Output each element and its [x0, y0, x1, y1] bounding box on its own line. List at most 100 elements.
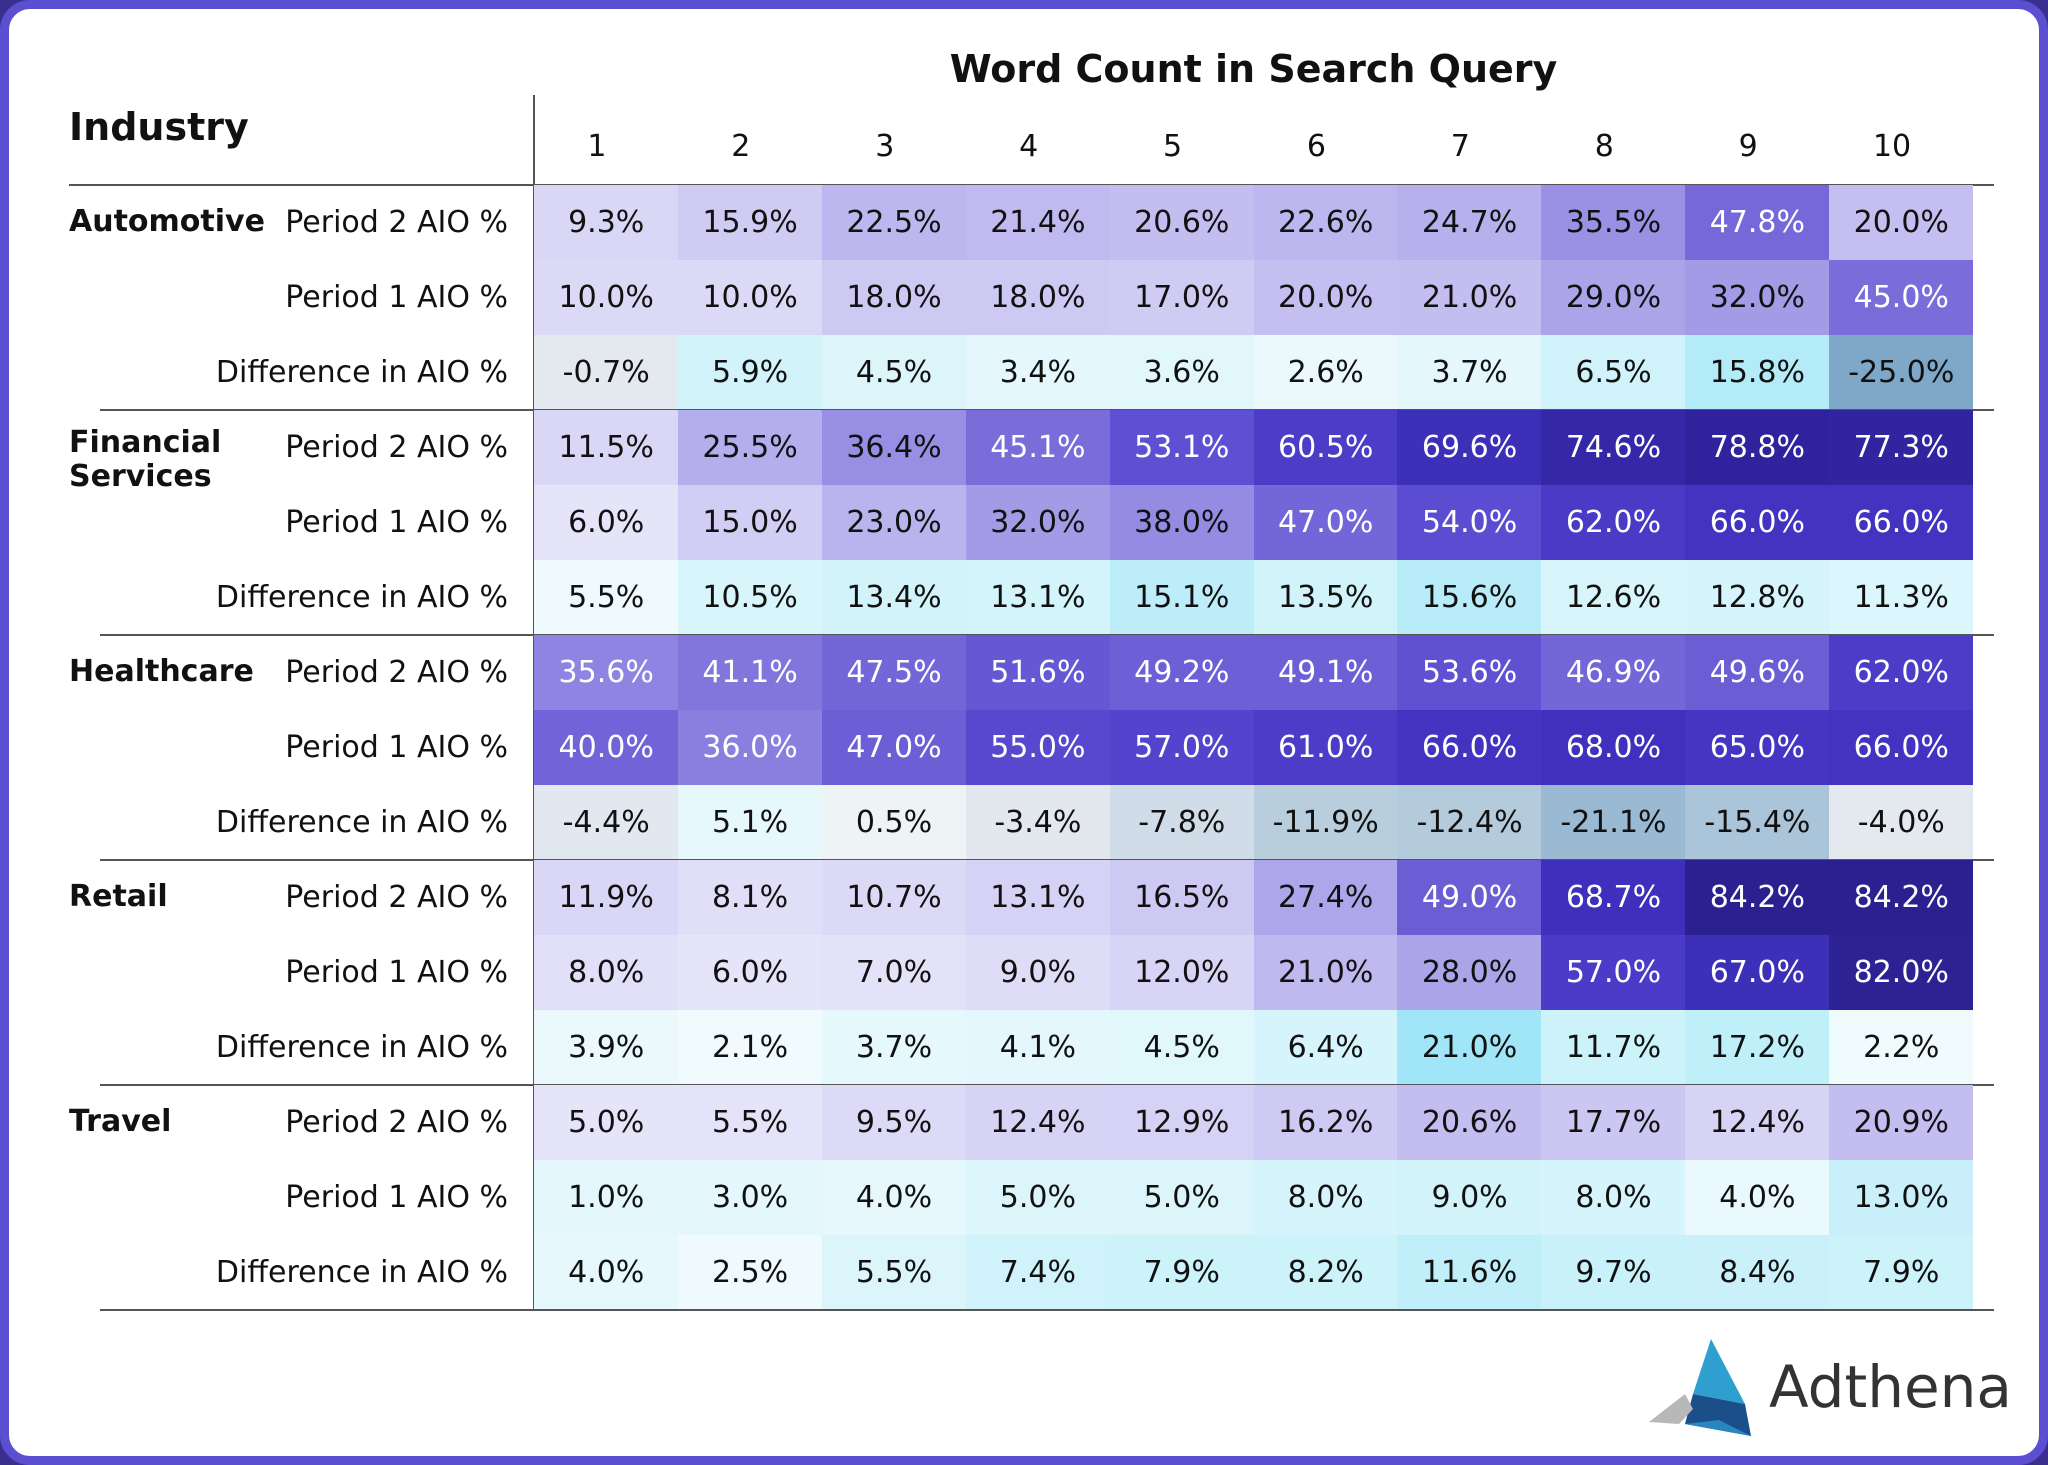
cell: 3.7% — [821, 1010, 967, 1085]
column-header: 6 — [1306, 128, 1326, 164]
column-header: 10 — [1872, 128, 1912, 164]
cell: 12.0% — [1109, 935, 1254, 1010]
cell: -4.4% — [534, 785, 679, 860]
cell: 82.0% — [1829, 935, 1974, 1010]
cell: -11.9% — [1253, 785, 1398, 860]
cell: 27.4% — [1253, 860, 1398, 935]
cell: 11.7% — [1541, 1010, 1686, 1085]
cell: 23.0% — [821, 485, 967, 560]
cell: 36.4% — [821, 410, 967, 485]
cell: 45.1% — [965, 410, 1111, 485]
cell: 5.0% — [534, 1085, 679, 1160]
cell: 15.8% — [1685, 335, 1830, 410]
cell: -15.4% — [1685, 785, 1830, 860]
cell: 29.0% — [1541, 260, 1686, 335]
cell: 11.9% — [534, 860, 679, 935]
cell: 47.5% — [821, 635, 967, 710]
column-header: 7 — [1450, 128, 1470, 164]
cell: 17.7% — [1541, 1085, 1686, 1160]
row-label: Difference in AIO % — [215, 580, 508, 615]
logo-shape — [1693, 1339, 1745, 1404]
cell: 54.0% — [1397, 485, 1542, 560]
industry-label: Travel — [69, 1104, 172, 1139]
row-label: Difference in AIO % — [215, 355, 508, 390]
cell: 17.0% — [1109, 260, 1254, 335]
column-header: 1 — [587, 128, 607, 164]
cell: 53.6% — [1397, 635, 1542, 710]
industry-label: Automotive — [69, 204, 265, 239]
cell: 66.0% — [1397, 710, 1542, 785]
cell: 5.0% — [965, 1160, 1111, 1235]
cell: 7.0% — [821, 935, 967, 1010]
cell: 4.1% — [965, 1010, 1111, 1085]
cell: -0.7% — [534, 335, 679, 410]
cell: 20.6% — [1397, 1085, 1542, 1160]
cell: 20.0% — [1829, 185, 1974, 260]
logo-shape — [1685, 1420, 1751, 1436]
cell: 25.5% — [677, 410, 823, 485]
cell: 11.5% — [534, 410, 679, 485]
cell: 13.1% — [965, 560, 1111, 635]
cell: 7.9% — [1829, 1235, 1974, 1310]
cell: 49.1% — [1253, 635, 1398, 710]
cell: 1.0% — [534, 1160, 679, 1235]
cell: 16.2% — [1253, 1085, 1398, 1160]
cell: 12.4% — [1685, 1085, 1830, 1160]
logo-shape — [1649, 1394, 1693, 1424]
cell: 67.0% — [1685, 935, 1830, 1010]
cell: 32.0% — [1685, 260, 1830, 335]
cell: 66.0% — [1829, 710, 1974, 785]
cell: 11.6% — [1397, 1235, 1542, 1310]
logo-text: Adthena — [1769, 1353, 2012, 1421]
cell: 9.0% — [965, 935, 1111, 1010]
group-rule — [100, 1309, 1994, 1311]
cell: 74.6% — [1541, 410, 1686, 485]
cell: 77.3% — [1829, 410, 1974, 485]
cell: 3.0% — [677, 1160, 823, 1235]
cell: 68.0% — [1541, 710, 1686, 785]
cell: 20.9% — [1829, 1085, 1974, 1160]
cell: 20.6% — [1109, 185, 1254, 260]
cell: 2.1% — [677, 1010, 823, 1085]
cell: 66.0% — [1685, 485, 1830, 560]
cell: 22.6% — [1253, 185, 1398, 260]
cell: 18.0% — [821, 260, 967, 335]
cell: 69.6% — [1397, 410, 1542, 485]
row-label: Period 2 AIO % — [285, 655, 508, 690]
cell: -7.8% — [1109, 785, 1254, 860]
row-label: Period 2 AIO % — [285, 1105, 508, 1140]
cell: 7.4% — [965, 1235, 1111, 1310]
cell: 21.0% — [1253, 935, 1398, 1010]
cell: 3.4% — [965, 335, 1111, 410]
column-header: 2 — [731, 128, 751, 164]
cell: 21.0% — [1397, 1010, 1542, 1085]
industry-label: Retail — [69, 879, 168, 914]
cell: 61.0% — [1253, 710, 1398, 785]
cell: 3.6% — [1109, 335, 1254, 410]
cell: 55.0% — [965, 710, 1111, 785]
cell: 35.5% — [1541, 185, 1686, 260]
cell: 15.1% — [1109, 560, 1254, 635]
cell: 10.5% — [677, 560, 823, 635]
industry-label: Financial Services — [69, 425, 222, 494]
cell: 84.2% — [1829, 860, 1974, 935]
row-label: Period 1 AIO % — [285, 1180, 508, 1215]
cell: -3.4% — [965, 785, 1111, 860]
cell: 66.0% — [1829, 485, 1974, 560]
cell: 2.2% — [1829, 1010, 1974, 1085]
cell: 13.4% — [821, 560, 967, 635]
header-title: Word Count in Search Query — [949, 47, 1558, 91]
cell: -25.0% — [1829, 335, 1974, 410]
row-label: Difference in AIO % — [215, 1255, 508, 1290]
cell: 53.1% — [1109, 410, 1254, 485]
cell: 8.0% — [1253, 1160, 1398, 1235]
cell: 47.0% — [821, 710, 967, 785]
cell: 9.5% — [821, 1085, 967, 1160]
cell: 41.1% — [677, 635, 823, 710]
cell: 8.2% — [1253, 1235, 1398, 1310]
cell: 6.4% — [1253, 1010, 1398, 1085]
row-header: Industry — [69, 105, 249, 149]
cell: -12.4% — [1397, 785, 1542, 860]
cell: 65.0% — [1685, 710, 1830, 785]
row-label: Period 1 AIO % — [285, 730, 508, 765]
